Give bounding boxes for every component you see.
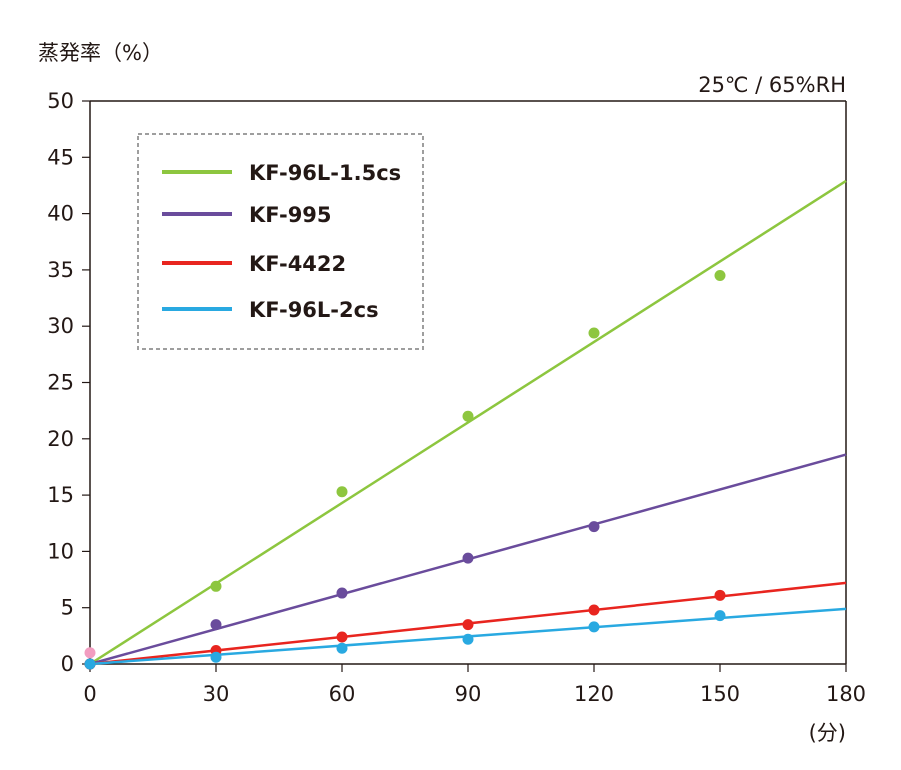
y-tick-label: 30 — [47, 314, 74, 338]
legend-frame — [137, 133, 424, 350]
data-point-extra — [84, 647, 96, 659]
x-tick-label: 60 — [329, 682, 356, 706]
data-point-series-3 — [588, 604, 600, 616]
y-tick-label: 10 — [47, 539, 74, 563]
data-point-series-2 — [210, 619, 222, 631]
x-tick-label: 180 — [826, 682, 866, 706]
data-point-series-4 — [84, 658, 96, 670]
data-point-series-4 — [714, 610, 726, 622]
condition-label: 25℃ / 65%RH — [698, 73, 846, 97]
y-tick-label: 15 — [47, 483, 74, 507]
data-point-series-4 — [210, 651, 222, 663]
y-tick-label: 45 — [47, 145, 74, 169]
data-points — [84, 270, 726, 670]
y-tick-label: 5 — [61, 596, 74, 620]
trend-line-series-1 — [89, 179, 847, 666]
x-tick-label: 90 — [455, 682, 482, 706]
data-point-series-1 — [210, 580, 222, 592]
legend-label-series-1: KF-96L-1.5cs — [249, 161, 401, 185]
x-tick-label: 0 — [83, 682, 96, 706]
data-point-series-4 — [462, 633, 474, 645]
legend-label-series-3: KF-4422 — [249, 252, 346, 276]
x-tick-label: 120 — [574, 682, 614, 706]
legend: KF-96L-1.5cs KF-995 KF-4422 KF-96L-2cs — [137, 133, 424, 350]
trend-lines — [89, 179, 847, 666]
data-point-series-1 — [336, 486, 348, 498]
data-point-series-2 — [462, 552, 474, 564]
data-point-series-1 — [588, 327, 600, 339]
y-tick-label: 20 — [47, 427, 74, 451]
legend-label-series-2: KF-995 — [249, 203, 332, 227]
y-tick-label: 50 — [47, 89, 74, 113]
data-point-series-3 — [714, 589, 726, 601]
y-tick-label: 40 — [47, 202, 74, 226]
data-point-series-2 — [588, 521, 600, 533]
axes: 0 5 10 15 20 25 30 35 40 45 50 0 30 60 90 120 150 180 — [47, 89, 866, 706]
data-point-series-1 — [714, 270, 726, 282]
data-point-series-2 — [336, 587, 348, 599]
y-tick-label: 35 — [47, 258, 74, 282]
legend-label-series-4: KF-96L-2cs — [249, 298, 379, 322]
data-point-series-3 — [336, 631, 348, 643]
data-point-series-1 — [462, 410, 474, 422]
x-tick-label: 30 — [203, 682, 230, 706]
data-point-series-3 — [462, 619, 474, 631]
x-axis-unit-label: (分) — [809, 721, 846, 745]
y-tick-label: 0 — [61, 652, 74, 676]
y-tick-label: 25 — [47, 371, 74, 395]
data-point-series-4 — [336, 642, 348, 654]
data-point-series-4 — [588, 621, 600, 633]
y-axis-label: 蒸発率（%） — [38, 41, 163, 65]
x-tick-label: 150 — [700, 682, 740, 706]
